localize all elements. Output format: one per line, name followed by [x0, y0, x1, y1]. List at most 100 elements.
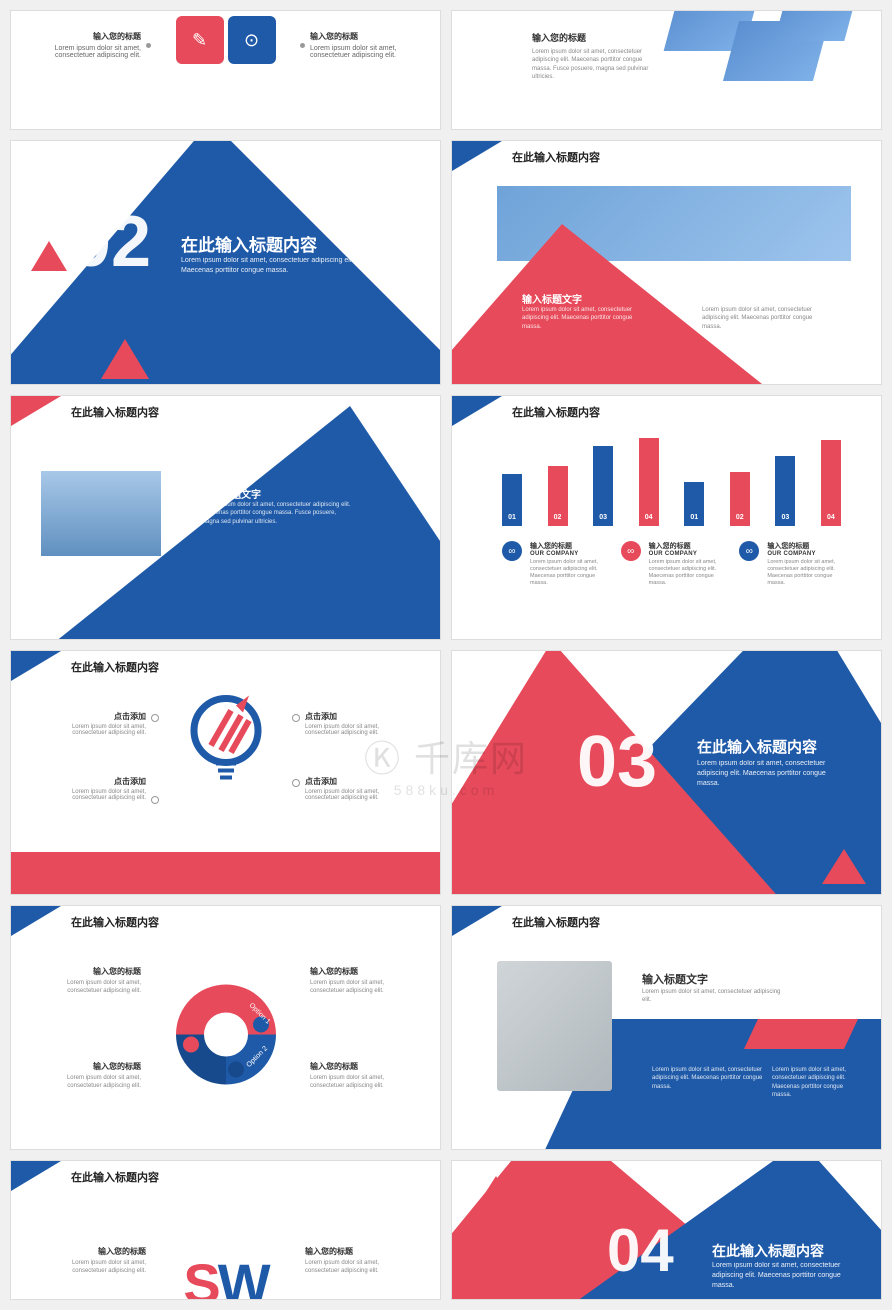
body-top: Lorem ipsum dolor sit amet, consectetuer…: [642, 988, 782, 1005]
section-body: Lorem ipsum dolor sit amet, consectetuer…: [697, 759, 847, 788]
bar: 03: [775, 456, 795, 526]
slide-donut: 在此输入标题内容 Option 1 Option 2 Option 3 Opti…: [10, 905, 441, 1150]
section-title: 在此输入标题内容: [697, 736, 817, 757]
section-body: Lorem ipsum dolor sit amet, consectetuer…: [712, 1261, 862, 1290]
connector-dot: [151, 796, 159, 804]
donut-q4: 输入您的标题Lorem ipsum dolor sit amet, consec…: [310, 1061, 410, 1091]
donut-chart: Option 1 Option 2 Option 3 Option 4: [161, 969, 291, 1099]
slide-bar-chart: 在此输入标题内容 0102030401020304 ∞输入您的标题OUR COM…: [451, 395, 882, 640]
bar: 03: [593, 446, 613, 526]
accent-parallelogram-red: [744, 1019, 858, 1049]
connector-dot: [151, 714, 159, 722]
s2-title: 输入您的标题: [532, 31, 652, 44]
bulb-q4: 点击添加Lorem ipsum dolor sit amet, consecte…: [305, 776, 405, 801]
connector-dot: [300, 43, 305, 48]
body-right: Lorem ipsum dolor sit amet, consectetuer…: [772, 1066, 862, 1100]
s1-left-title: 输入您的标题: [31, 31, 141, 42]
body-right: Lorem ipsum dolor sit amet, consectetuer…: [702, 306, 832, 331]
body-left: Lorem ipsum dolor sit amet, consectetuer…: [652, 1066, 772, 1091]
header-triangle: [11, 906, 61, 936]
donut-q2: 输入您的标题Lorem ipsum dolor sit amet, consec…: [310, 966, 410, 996]
bar: 01: [684, 482, 704, 526]
compass-icon: ⊙: [228, 16, 276, 64]
header-title: 在此输入标题内容: [512, 914, 600, 930]
donut-q1: 输入您的标题Lorem ipsum dolor sit amet, consec…: [41, 966, 141, 996]
connector-dot: [292, 714, 300, 722]
s2-body: Lorem ipsum dolor sit amet, consectetuer…: [532, 48, 652, 82]
bulb-q1: 点击添加Lorem ipsum dolor sit amet, consecte…: [46, 711, 146, 736]
swot-q1: 输入您的标题Lorem ipsum dolor sit amet, consec…: [46, 1246, 146, 1276]
header-title: 在此输入标题内容: [512, 149, 600, 165]
connector-dot: [292, 779, 300, 787]
slide-grid: 输入您的标题 Lorem ipsum dolor sit amet, conse…: [10, 10, 882, 1300]
building-image: [41, 471, 161, 556]
slide-swot: 在此输入标题内容 SW 输入您的标题Lorem ipsum dolor sit …: [10, 1160, 441, 1300]
s1-right-body: Lorem ipsum dolor sit amet, consectetuer…: [310, 45, 420, 59]
s1-left-text: 输入您的标题 Lorem ipsum dolor sit amet, conse…: [31, 31, 141, 59]
body: Lorem ipsum dolor sit amet, consectetuer…: [201, 501, 351, 526]
header-title: 在此输入标题内容: [512, 404, 600, 420]
bar-chart: 0102030401020304: [502, 436, 841, 526]
subtitle: 输入标题文字: [522, 291, 582, 306]
header-triangle: [11, 1161, 61, 1191]
s1-right-text: 输入您的标题 Lorem ipsum dolor sit amet, conse…: [310, 31, 420, 59]
slide-section-03: 03 在此输入标题内容 Lorem ipsum dolor sit amet, …: [451, 650, 882, 895]
bar: 02: [730, 472, 750, 526]
bg-triangle-red: [451, 224, 762, 384]
connector-dot: [146, 43, 151, 48]
slide-section-04: 04 在此输入标题内容 Lorem ipsum dolor sit amet, …: [451, 1160, 882, 1300]
accent-triangle-red: [31, 241, 67, 271]
header-triangle: [452, 396, 502, 426]
slide-lightbulb: 在此输入标题内容 点击添加Lorem ipsum dolor sit amet,…: [10, 650, 441, 895]
swot-text: SW: [183, 1251, 267, 1300]
section-title: 在此输入标题内容: [712, 1241, 824, 1261]
pencil-icon: ✎: [176, 16, 224, 64]
lightbulb-icon: [181, 691, 271, 796]
subtitle: 输入标题文字: [201, 486, 261, 501]
accent-triangle-red: [822, 849, 866, 884]
photo-3: [774, 10, 857, 41]
accent-triangle-red-2: [101, 339, 149, 379]
bulb-q2: 点击添加Lorem ipsum dolor sit amet, consecte…: [46, 776, 146, 801]
s1-right-title: 输入您的标题: [310, 31, 420, 42]
s2-text: 输入您的标题 Lorem ipsum dolor sit amet, conse…: [532, 31, 652, 82]
chart-legend: ∞输入您的标题OUR COMPANYLorem ipsum dolor sit …: [502, 541, 841, 588]
section-title: 在此输入标题内容: [181, 231, 317, 256]
accent-triangle-red: [482, 1176, 510, 1198]
header-title: 在此输入标题内容: [71, 1169, 159, 1185]
header-triangle: [11, 651, 61, 681]
legend-item: ∞输入您的标题OUR COMPANYLorem ipsum dolor sit …: [739, 541, 841, 588]
section-number: 03: [577, 721, 657, 803]
section-number: 02: [71, 201, 151, 283]
body-left: Lorem ipsum dolor sit amet, consectetuer…: [522, 306, 652, 331]
bar: 04: [639, 438, 659, 526]
bar: 04: [821, 440, 841, 526]
slide-phone-image: 在此输入标题内容 输入标题文字 Lorem ipsum dolor sit am…: [451, 905, 882, 1150]
legend-item: ∞输入您的标题OUR COMPANYLorem ipsum dolor sit …: [621, 541, 723, 588]
s1-left-body: Lorem ipsum dolor sit amet, consectetuer…: [31, 45, 141, 59]
slide-image-red-triangle: 在此输入标题内容 输入标题文字 Lorem ipsum dolor sit am…: [451, 140, 882, 385]
legend-item: ∞输入您的标题OUR COMPANYLorem ipsum dolor sit …: [502, 541, 604, 588]
icon-row: ✎ ⊙: [176, 16, 276, 64]
section-body: Lorem ipsum dolor sit amet, consectetuer…: [181, 256, 361, 276]
slide-building: 在此输入标题内容 输入标题文字 Lorem ipsum dolor sit am…: [10, 395, 441, 640]
photo-cluster: [671, 11, 871, 121]
header-title: 在此输入标题内容: [71, 659, 159, 675]
link-icon: ∞: [739, 541, 759, 561]
slide-section-02: 02 在此输入标题内容 Lorem ipsum dolor sit amet, …: [10, 140, 441, 385]
header-triangle: [452, 141, 502, 171]
link-icon: ∞: [502, 541, 522, 561]
header-title: 在此输入标题内容: [71, 914, 159, 930]
slide-photos: 输入您的标题 Lorem ipsum dolor sit amet, conse…: [451, 10, 882, 130]
section-number: 04: [607, 1216, 674, 1285]
bulb-q3: 点击添加Lorem ipsum dolor sit amet, consecte…: [305, 711, 405, 736]
bar: 01: [502, 474, 522, 526]
subtitle: 输入标题文字: [642, 971, 708, 987]
donut-q3: 输入您的标题Lorem ipsum dolor sit amet, consec…: [41, 1061, 141, 1091]
slide-icons: 输入您的标题 Lorem ipsum dolor sit amet, conse…: [10, 10, 441, 130]
header-triangle: [452, 906, 502, 936]
red-footer-bar: [11, 852, 440, 894]
link-icon: ∞: [621, 541, 641, 561]
swot-q2: 输入您的标题Lorem ipsum dolor sit amet, consec…: [305, 1246, 405, 1276]
phone-image: [497, 961, 612, 1091]
